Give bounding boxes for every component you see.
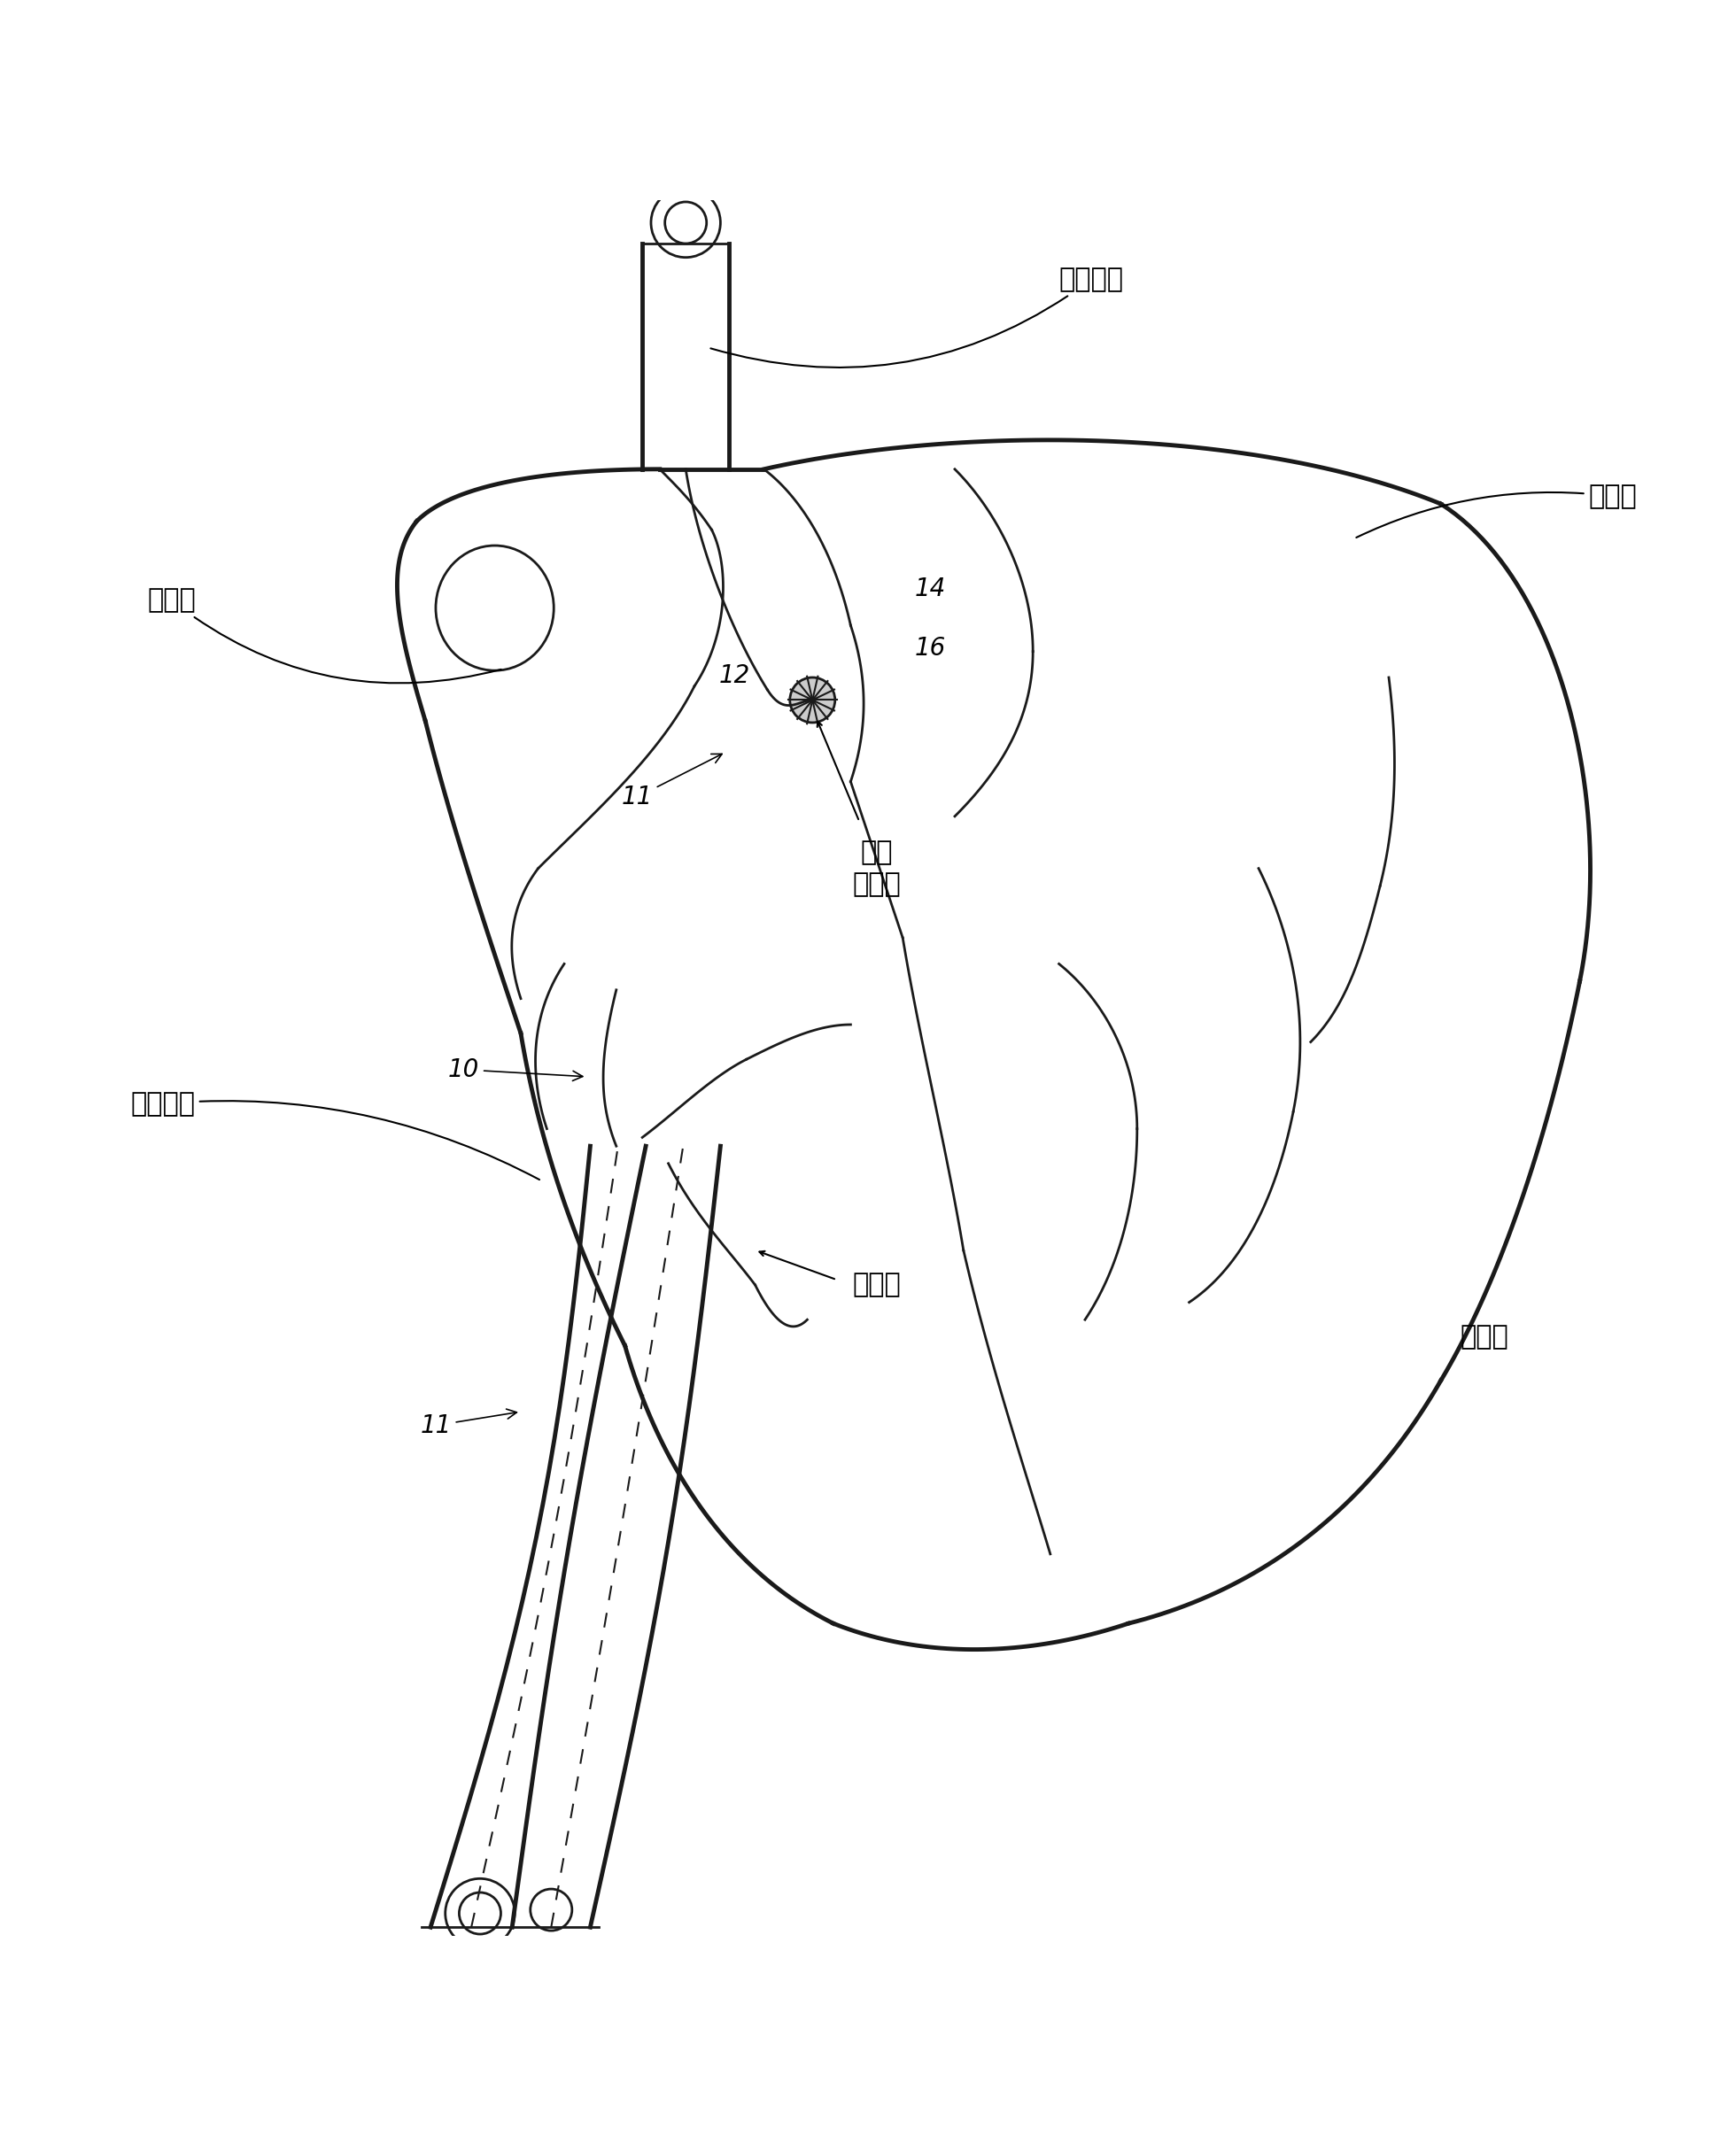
Text: 10: 10 bbox=[448, 1057, 583, 1083]
Text: 11: 11 bbox=[420, 1410, 517, 1438]
Text: 16: 16 bbox=[915, 634, 946, 660]
Text: 右心室: 右心室 bbox=[852, 1273, 901, 1299]
Text: 未闭
椭圆孔: 未闭 椭圆孔 bbox=[852, 839, 901, 897]
Text: 11: 11 bbox=[621, 754, 722, 810]
Text: 12: 12 bbox=[719, 662, 750, 688]
Text: 左心房: 左心房 bbox=[1356, 483, 1637, 538]
Text: 内腔静脉: 内腔静脉 bbox=[130, 1091, 540, 1179]
Text: 左心室: 左心室 bbox=[1460, 1324, 1509, 1350]
Text: 14: 14 bbox=[915, 577, 946, 600]
Text: 上腔静脉: 上腔静脉 bbox=[710, 267, 1123, 367]
Circle shape bbox=[790, 677, 835, 722]
Text: 右心房: 右心房 bbox=[148, 587, 502, 684]
